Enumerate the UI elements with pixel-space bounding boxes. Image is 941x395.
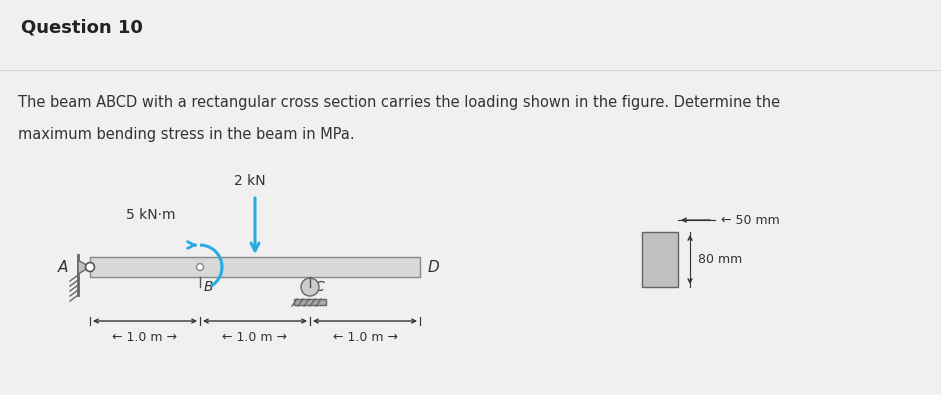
Text: 80 mm: 80 mm — [698, 253, 742, 266]
Text: ← 1.0 m →: ← 1.0 m → — [222, 331, 288, 344]
Text: A: A — [57, 260, 68, 275]
Bar — [294, 299, 326, 305]
Circle shape — [301, 278, 319, 296]
Polygon shape — [78, 260, 90, 274]
Text: 2 kN: 2 kN — [234, 174, 265, 188]
Text: maximum bending stress in the beam in MPa.: maximum bending stress in the beam in MP… — [18, 127, 355, 142]
Text: Question 10: Question 10 — [21, 18, 143, 36]
Text: ← 1.0 m →: ← 1.0 m → — [332, 331, 397, 344]
Text: 5 kN·m: 5 kN·m — [125, 208, 175, 222]
Bar — [642, 232, 678, 287]
Text: C: C — [314, 280, 324, 294]
Text: D: D — [428, 260, 439, 275]
Text: B: B — [204, 280, 214, 294]
Text: The beam ABCD with a rectangular cross section carries the loading shown in the : The beam ABCD with a rectangular cross s… — [18, 95, 780, 110]
Text: ← 50 mm: ← 50 mm — [721, 214, 780, 227]
Circle shape — [197, 263, 203, 271]
Text: ← 1.0 m →: ← 1.0 m → — [113, 331, 178, 344]
Bar — [90, 257, 420, 277]
Circle shape — [86, 263, 94, 271]
